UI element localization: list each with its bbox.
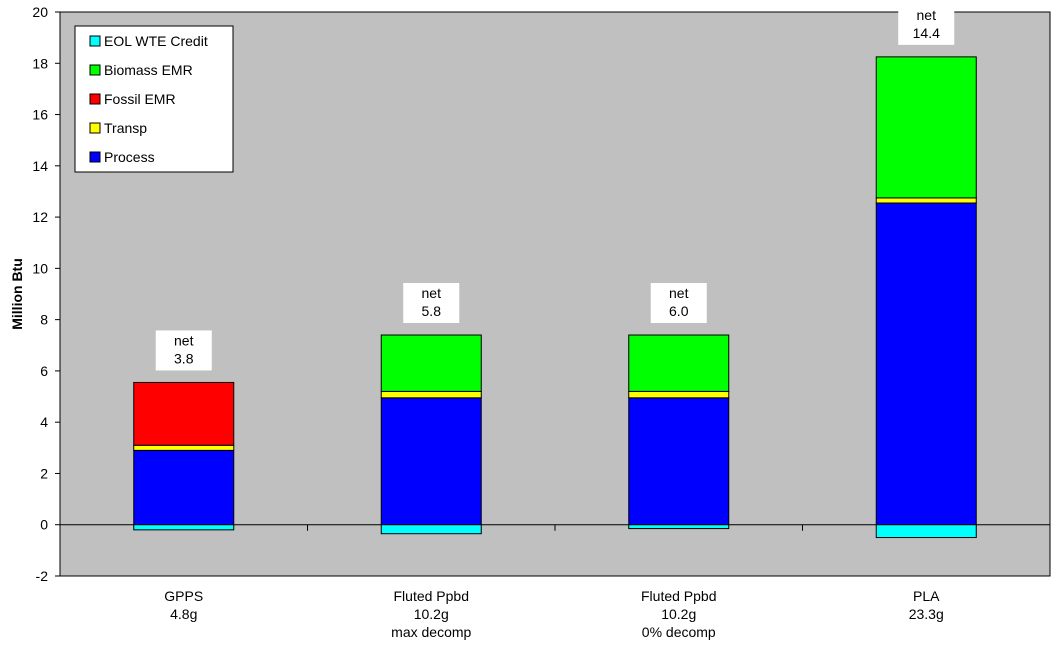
bar-segment-eol-wte-credit [875, 524, 977, 539]
x-category-label: max decomp [391, 624, 471, 640]
x-category-label: 4.8g [170, 606, 197, 622]
net-annotation-box [403, 283, 460, 324]
legend-label: EOL WTE Credit [104, 33, 208, 49]
x-category-label: Fluted Ppbd [641, 588, 717, 604]
bar-segment-process [133, 449, 235, 526]
bar-segment-fossil-emr [133, 381, 235, 446]
legend-swatch [89, 35, 101, 47]
y-axis-title: Million Btu [9, 258, 25, 330]
bar-segment-biomass-emr [875, 56, 977, 199]
legend-swatch [89, 64, 101, 76]
legend-swatch [89, 93, 101, 105]
y-tick-label: -2 [36, 568, 49, 584]
legend-swatch [89, 151, 101, 163]
y-tick-label: 2 [40, 465, 48, 481]
legend [74, 25, 234, 173]
bar-segment-transp [628, 390, 730, 399]
bar-segment-transp [133, 444, 235, 451]
x-category-label: 0% decomp [642, 624, 716, 640]
net-annotation-value: 6.0 [669, 303, 689, 319]
legend-swatch [89, 122, 101, 134]
legend-label: Biomass EMR [104, 62, 193, 78]
y-tick-label: 6 [40, 363, 48, 379]
x-category-label: 10.2g [661, 606, 696, 622]
y-tick-label: 10 [32, 260, 48, 276]
net-annotation-label: net [422, 285, 442, 301]
bar-segment-process [875, 202, 977, 526]
x-category-label: GPPS [164, 588, 203, 604]
bar-segment-biomass-emr [628, 334, 730, 392]
y-tick-label: 4 [40, 414, 48, 430]
net-annotation-value: 14.4 [913, 25, 940, 41]
bar-segment-biomass-emr [380, 334, 482, 392]
bar-segment-process [380, 397, 482, 526]
legend-label: Fossil EMR [104, 91, 176, 107]
net-annotation-label: net [669, 285, 689, 301]
bar-segment-transp [380, 390, 482, 399]
y-tick-label: 16 [32, 107, 48, 123]
net-annotation-value: 3.8 [174, 350, 194, 366]
bar-segment-eol-wte-credit [133, 524, 235, 531]
y-tick-label: 12 [32, 209, 48, 225]
net-annotation-box [650, 283, 707, 324]
y-tick-label: 20 [32, 4, 48, 20]
y-tick-label: 0 [40, 517, 48, 533]
legend-label: Process [104, 149, 155, 165]
bar-segment-eol-wte-credit [628, 524, 730, 530]
x-category-label: Fluted Ppbd [394, 588, 470, 604]
bar-segment-transp [875, 197, 977, 204]
net-annotation-box [898, 4, 955, 45]
bar-segment-eol-wte-credit [380, 524, 482, 535]
bar-segment-process [628, 397, 730, 526]
net-annotation-label: net [174, 332, 194, 348]
net-annotation-label: net [917, 7, 937, 23]
x-category-label: 10.2g [414, 606, 449, 622]
net-annotation-value: 5.8 [422, 303, 442, 319]
x-category-label: 23.3g [909, 606, 944, 622]
x-category-label: PLA [913, 588, 940, 604]
y-tick-label: 18 [32, 55, 48, 71]
y-tick-label: 14 [32, 158, 48, 174]
y-tick-label: 8 [40, 312, 48, 328]
net-annotation-box [155, 330, 212, 371]
legend-label: Transp [104, 120, 147, 136]
